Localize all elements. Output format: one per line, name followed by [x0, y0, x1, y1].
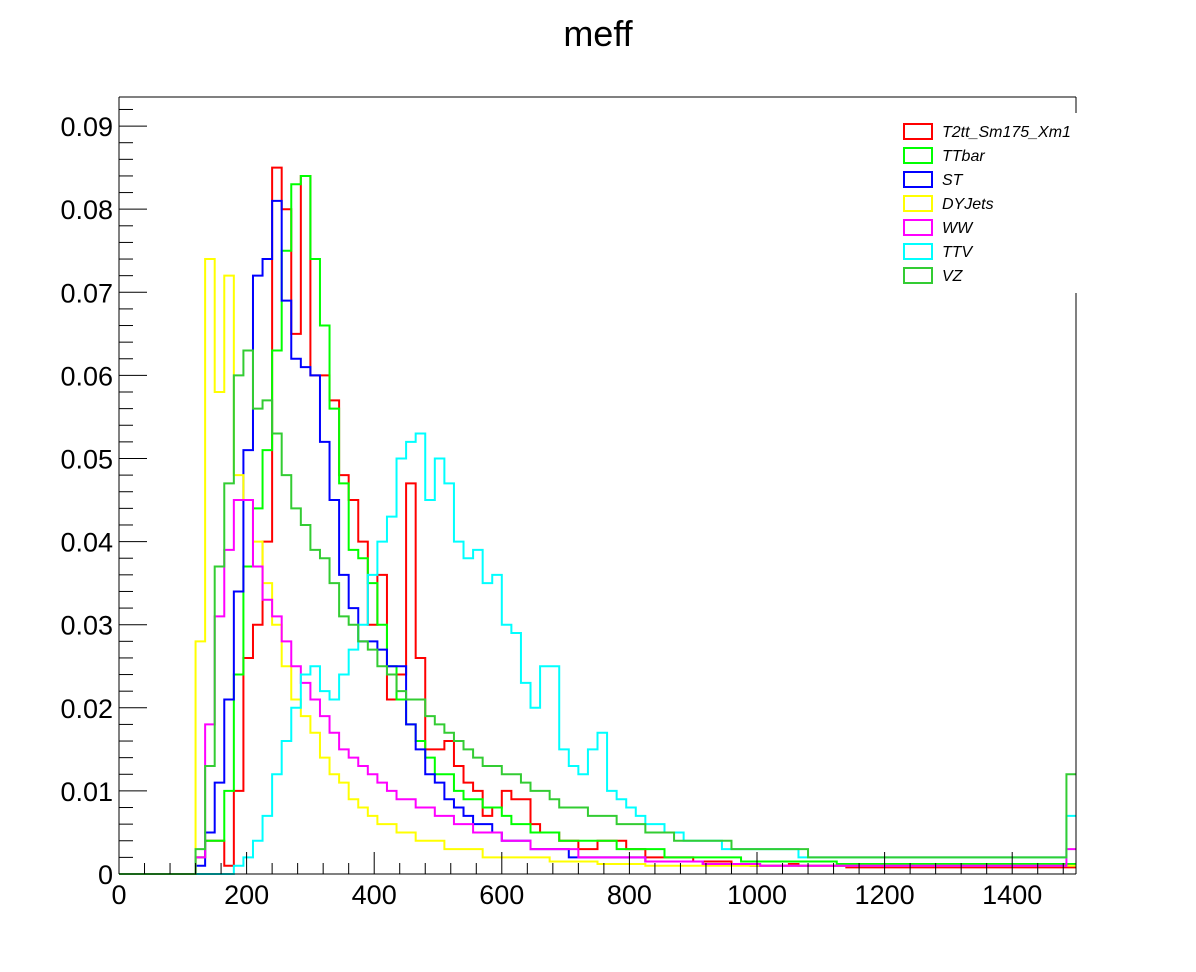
legend-swatch-DYJets [903, 195, 933, 212]
series-line-T2tt_Sm175_Xm1 [119, 166, 1076, 875]
legend-swatch-VZ [903, 267, 933, 284]
legend-entry-T2tt_Sm175_Xm1: T2tt_Sm175_Xm1 [942, 124, 1071, 141]
series-layer [119, 166, 1076, 875]
legend-entry-ST: ST [942, 172, 964, 189]
legend-entry-DYJets: DYJets [942, 196, 994, 213]
legend-swatch-T2tt_Sm175_Xm1 [903, 123, 933, 140]
x-tick-label: 800 [607, 880, 652, 910]
legend-entry-TTV: TTV [942, 244, 974, 261]
y-tick-label: 0.03 [60, 611, 113, 641]
chart-title: meff [563, 13, 633, 54]
y-tick-label: 0.01 [60, 777, 113, 807]
y-tick-label: 0 [98, 860, 113, 890]
legend-swatch-WW [903, 219, 933, 236]
y-tick-label: 0.02 [60, 694, 113, 724]
x-tick-label: 200 [224, 880, 269, 910]
y-tick-label: 0.08 [60, 195, 113, 225]
y-tick-label: 0.07 [60, 278, 113, 308]
x-tick-label: 600 [479, 880, 524, 910]
axes: 0 200 400 600 800 1000 1200 1400 0 0.01 0.02 0.03 0.… [60, 108, 1064, 910]
legend-swatch-TTV [903, 243, 933, 260]
legend-background [896, 113, 1096, 293]
legend-entry-VZ: VZ [942, 268, 964, 285]
x-tick-label: 1400 [982, 880, 1042, 910]
legend: T2tt_Sm175_Xm1 TTbar ST DYJets WW TTV VZ [896, 113, 1096, 293]
y-tick-label: 0.05 [60, 444, 113, 474]
series-line-VZ [119, 349, 1076, 875]
y-tick-label: 0.06 [60, 361, 113, 391]
legend-swatch-ST [903, 171, 933, 188]
y-tick-label: 0.09 [60, 112, 113, 142]
legend-entry-WW: WW [942, 220, 974, 237]
x-tick-label: 1200 [855, 880, 915, 910]
legend-swatch-TTbar [903, 147, 933, 164]
series-line-WW [119, 499, 1076, 875]
y-tick-label: 0.04 [60, 528, 113, 558]
x-tick-label: 0 [111, 880, 126, 910]
x-tick-label: 1000 [727, 880, 787, 910]
x-tick-label: 400 [352, 880, 397, 910]
legend-entry-TTbar: TTbar [942, 148, 985, 165]
